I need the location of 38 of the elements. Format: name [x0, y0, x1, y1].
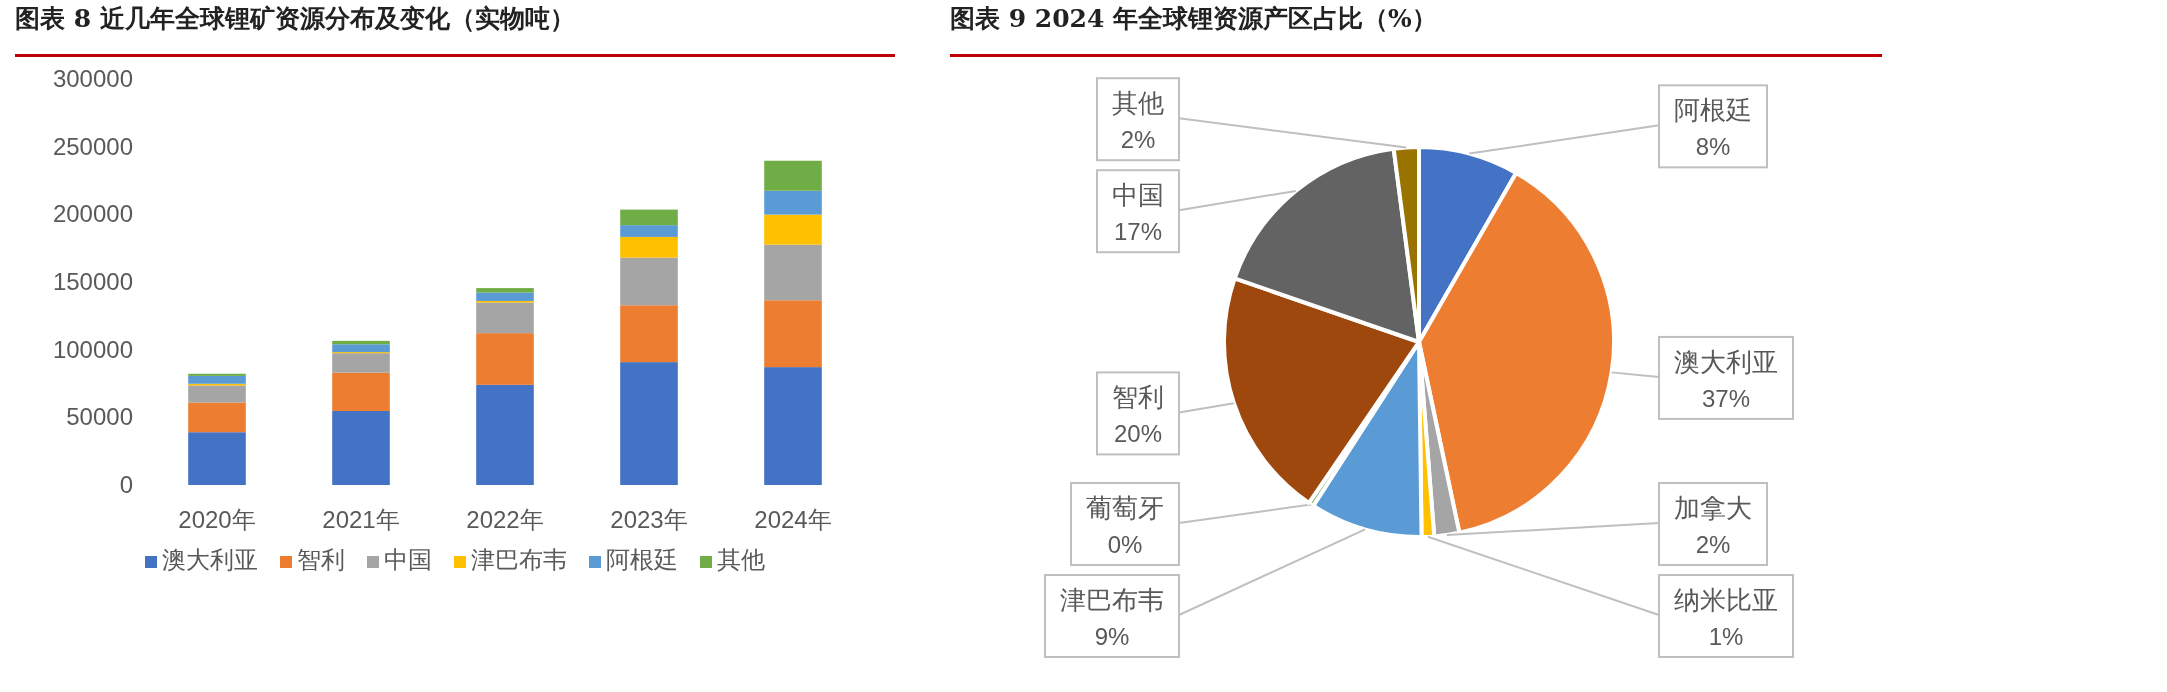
y-tick-label: 150000	[52, 268, 133, 295]
x-tick-label: 2020年	[178, 506, 256, 533]
data-label: 0%	[1107, 531, 1143, 558]
legend-label: 智利	[297, 546, 345, 573]
data-label: 1%	[1708, 623, 1744, 650]
legend-label: 津巴布韦	[471, 546, 567, 573]
data-label: 17%	[1113, 218, 1163, 246]
legend-label: 澳大利亚	[162, 546, 258, 573]
data-label: 2%	[1695, 531, 1731, 558]
data-label: 8%	[1695, 133, 1731, 161]
slice-label: 中国	[1112, 180, 1164, 211]
data-label: 2%	[1120, 126, 1156, 154]
x-tick-label: 2022年	[466, 506, 544, 533]
slice-label: 澳大利亚	[1674, 346, 1778, 377]
slice-label: 智利	[1112, 382, 1164, 413]
y-tick-label: 250000	[52, 132, 133, 160]
y-tick-label: 200000	[52, 200, 133, 228]
chart-title: 图表 8 近几年全球锂矿资源分布及变化（实物吨）	[15, 3, 575, 35]
legend-label: 阿根廷	[606, 546, 678, 573]
slice-label: 其他	[1112, 88, 1164, 119]
y-tick-label: 300000	[52, 65, 133, 92]
y-tick-label: 100000	[52, 335, 133, 363]
slice-label: 葡萄牙	[1086, 493, 1164, 523]
chart-title: 图表 9 2024 年全球锂资源产区占比（%）	[950, 3, 1437, 35]
y-tick-label: 0	[119, 471, 133, 498]
data-label: 20%	[1113, 420, 1163, 448]
slice-label: 阿根廷	[1674, 95, 1752, 126]
x-tick-label: 2021年	[322, 506, 400, 533]
legend-label: 中国	[384, 546, 432, 573]
slice-label: 纳米比亚	[1674, 585, 1778, 615]
slice-label: 加拿大	[1674, 493, 1752, 523]
legend-label: 其他	[717, 546, 765, 573]
x-tick-label: 2024年	[754, 506, 832, 533]
y-tick-label: 50000	[66, 403, 133, 431]
data-label: 37%	[1701, 384, 1751, 412]
x-tick-label: 2023年	[610, 506, 688, 533]
data-label: 9%	[1094, 623, 1130, 650]
slice-label: 津巴布韦	[1060, 585, 1164, 615]
